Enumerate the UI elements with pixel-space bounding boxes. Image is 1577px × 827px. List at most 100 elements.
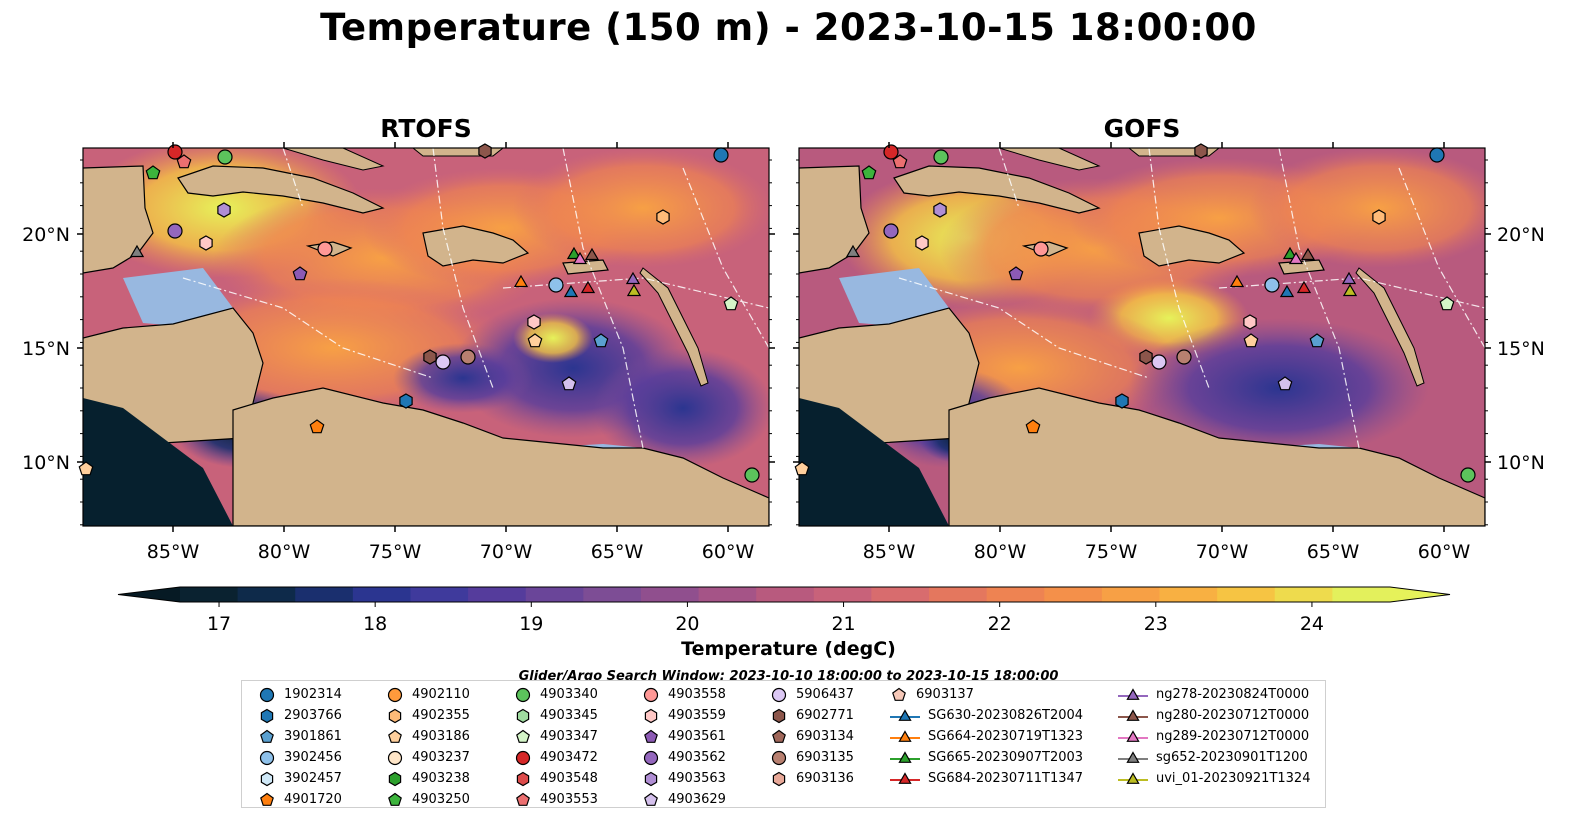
platform-marker: [1460, 467, 1476, 483]
platform-marker: [933, 202, 947, 218]
legend-marker-icon: [644, 708, 658, 723]
panel-gofs: [799, 148, 1485, 526]
legend-label: ng289-20230712T0000: [1156, 729, 1310, 744]
legend-label: 4903186: [412, 729, 470, 744]
legend-label: 5906437: [796, 687, 854, 702]
legend-marker: [1126, 687, 1140, 700]
platform-marker: [292, 266, 308, 281]
colorbar-segment: [1274, 587, 1333, 602]
legend-column: 4903558 4903559 4903561 4903562 4903563 49036…: [642, 684, 726, 810]
colorbar-segment: [180, 587, 239, 602]
legend-marker: [772, 771, 786, 786]
legend-marker-icon: [516, 708, 530, 723]
legend-column: 5906437 6902771 6903134 6903135 6903136: [770, 684, 854, 810]
platform-marker: [478, 143, 492, 159]
legend-marker: [388, 729, 402, 743]
legend-marker: [516, 792, 530, 806]
lon-tick-label: 70°W: [1196, 541, 1249, 563]
legend-label: 4903238: [412, 771, 470, 786]
legend-marker-icon: [260, 708, 274, 723]
legend-entry: 4903345: [514, 705, 598, 726]
legend-label: 4903250: [412, 792, 470, 807]
platform-marker: [561, 376, 577, 391]
platform-marker: [933, 149, 949, 165]
lon-tick-label: 80°W: [974, 541, 1027, 563]
legend-marker: [772, 708, 786, 723]
legend-marker: [388, 708, 402, 723]
legend-marker: [387, 750, 403, 765]
legend-label: SG665-20230907T2003: [928, 750, 1084, 765]
legend-entry: 5906437: [770, 684, 854, 705]
legend-entry: 4901720: [258, 789, 342, 810]
legend-label: 4903340: [540, 687, 598, 702]
legend-marker-icon: [771, 687, 787, 702]
legend-label: 4901720: [284, 792, 342, 807]
legend-entry: [770, 789, 854, 810]
legend-marker: [516, 708, 530, 723]
legend-marker-icon: [892, 687, 906, 701]
legend-entry: 2903766: [258, 705, 342, 726]
legend-marker: [643, 687, 659, 702]
platform-marker: [1033, 241, 1049, 257]
legend-marker-icon: [643, 750, 659, 765]
legend-label: 4903559: [668, 708, 726, 723]
platform-marker: [199, 235, 213, 251]
legend-entry: SG664-20230719T1323: [890, 726, 1083, 747]
lon-tick-label: 65°W: [591, 541, 644, 563]
legend-label: 3902457: [284, 771, 342, 786]
legend-entry: 3902457: [258, 768, 342, 789]
legend-marker-icon: [644, 792, 658, 806]
lon-tick-label: 70°W: [480, 541, 533, 563]
platform-marker: [1341, 271, 1357, 285]
legend-marker-icon: [515, 750, 531, 765]
legend-marker-icon: [388, 708, 402, 723]
legend-label: SG664-20230719T1323: [928, 729, 1084, 744]
legend-entry: SG684-20230711T1347: [890, 768, 1083, 789]
legend-entry: 4903548: [514, 768, 598, 789]
legend-entry: uvi_01-20230921T1324: [1118, 768, 1310, 789]
platform-marker: [317, 241, 333, 257]
colorbar-segment: [1044, 587, 1103, 602]
legend-entry: ng289-20230712T0000: [1118, 726, 1310, 747]
legend-entry: 4902355: [386, 705, 470, 726]
legend-marker-icon: [516, 792, 530, 806]
lat-tick-label: 15°N: [22, 338, 70, 360]
panel-title-rtofs: RTOFS: [380, 114, 472, 143]
platform-marker: [1264, 277, 1280, 293]
lon-tick-label: 60°W: [1418, 541, 1471, 563]
colorbar-tick-label: 20: [675, 613, 699, 635]
platform-marker: [1429, 147, 1445, 163]
legend-label: 3901861: [284, 729, 342, 744]
colorbar-segment: [986, 587, 1045, 602]
legend-column: 1902314 2903766 3901861 3902456 3902457 49017…: [258, 684, 342, 810]
legend-label: 4903558: [668, 687, 726, 702]
legend-marker: [516, 771, 530, 786]
legend-entry: 4903237: [386, 747, 470, 768]
platform-marker: [625, 271, 641, 285]
legend-marker-icon: [259, 750, 275, 765]
legend-marker: [260, 708, 274, 723]
platform-marker: [1277, 376, 1293, 391]
colorbar-tick-label: 22: [988, 613, 1012, 635]
colorbar-tick-label: 21: [831, 613, 855, 635]
colorbar-segment: [237, 587, 296, 602]
colorbar-segment: [583, 587, 642, 602]
legend-entry: 6903136: [770, 768, 854, 789]
platform-marker: [1296, 280, 1312, 294]
panel-rtofs: [83, 148, 769, 526]
platform-marker: [1342, 283, 1358, 297]
platform-marker: [78, 461, 94, 476]
legend-marker: [898, 708, 912, 721]
legend-marker: [898, 750, 912, 763]
legend-label: uvi_01-20230921T1324: [1156, 771, 1311, 786]
figure-title: Temperature (150 m) - 2023-10-15 18:00:0…: [320, 6, 1257, 49]
legend-entry: 4903563: [642, 768, 726, 789]
legend-label: 4903562: [668, 750, 726, 765]
legend-marker: [387, 687, 403, 702]
lon-tick-label: 60°W: [702, 541, 755, 563]
platform-marker: [309, 419, 325, 434]
legend-column: 6903137 SG630-20230826T2004 SG664-20230719…: [890, 684, 1083, 810]
colorbar-extend-high: [1390, 587, 1450, 602]
legend-entry: 4902110: [386, 684, 470, 705]
legend-label: 4903237: [412, 750, 470, 765]
